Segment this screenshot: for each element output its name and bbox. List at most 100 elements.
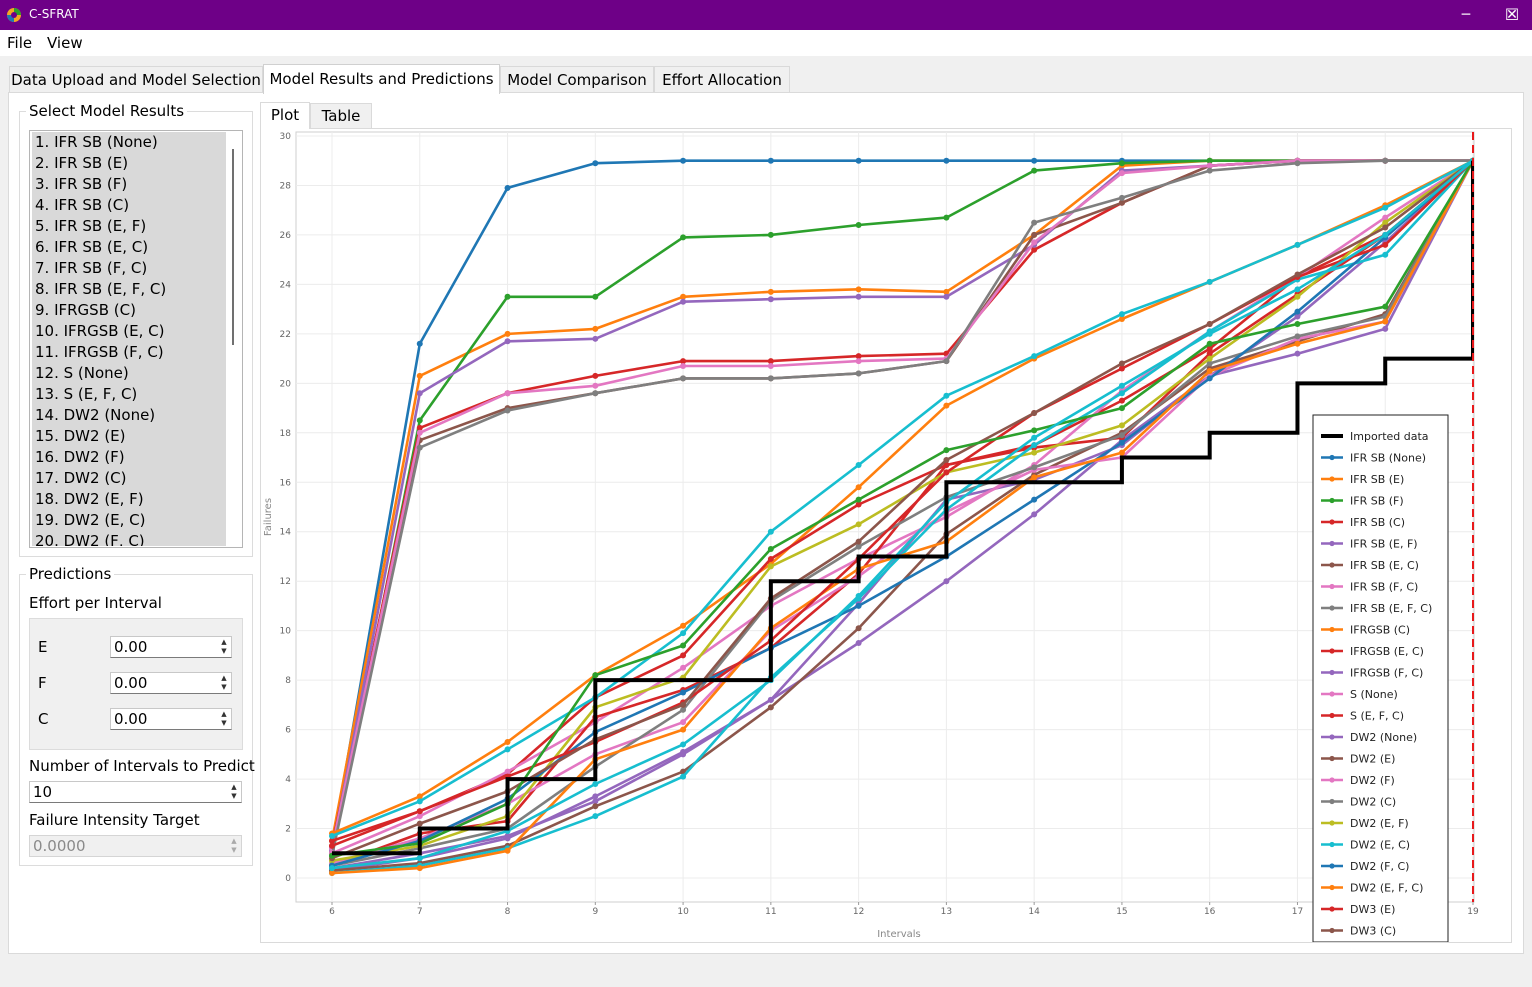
data-point — [592, 335, 599, 342]
y-tick-label: 6 — [285, 726, 291, 736]
effort-e-spinbox[interactable]: 0.00 ▲ ▼ — [110, 636, 232, 658]
x-tick-label: 6 — [329, 907, 335, 917]
data-point — [855, 157, 862, 164]
series-line — [331, 159, 1474, 838]
list-item[interactable]: 5. IFR SB (E, F) — [35, 217, 147, 235]
data-point — [855, 640, 862, 647]
list-item[interactable]: 12. S (None) — [35, 364, 129, 382]
tab-model-comparison[interactable]: Model Comparison — [500, 66, 654, 92]
list-item[interactable]: 16. DW2 (F) — [35, 448, 125, 466]
list-scrollbar[interactable] — [229, 133, 241, 545]
list-item[interactable]: 2. IFR SB (E) — [35, 154, 129, 172]
list-item[interactable]: 14. DW2 (None) — [35, 406, 156, 424]
tab-effort-allocation[interactable]: Effort Allocation — [654, 66, 790, 92]
data-point — [855, 538, 862, 545]
intervals-to-predict-value: 10 — [33, 783, 53, 801]
data-point — [592, 803, 599, 810]
menu-file[interactable]: File — [7, 34, 33, 52]
list-item[interactable]: 7. IFR SB (F, C) — [35, 259, 148, 277]
legend-entry: DW2 (E, F, C) — [1350, 882, 1423, 895]
y-tick-label: 26 — [280, 231, 292, 241]
data-point — [855, 602, 862, 609]
data-point — [680, 726, 687, 733]
data-point — [767, 704, 774, 711]
data-point — [767, 555, 774, 562]
data-point — [1118, 390, 1125, 397]
data-point — [680, 293, 687, 300]
close-button[interactable]: ✕ — [1506, 7, 1518, 23]
legend-marker — [1329, 669, 1335, 676]
model-results-list[interactable]: 1. IFR SB (None) 2. IFR SB (E) 3. IFR SB (… — [29, 130, 243, 548]
legend-entry: Imported data — [1350, 430, 1429, 443]
data-point — [504, 746, 511, 753]
data-point — [680, 689, 687, 696]
minimize-button[interactable]: ─ — [1461, 7, 1471, 23]
data-point — [855, 543, 862, 550]
legend-marker — [1329, 454, 1335, 461]
spin-arrows-icon[interactable]: ▲ ▼ — [231, 783, 237, 800]
data-point — [855, 286, 862, 293]
legend-entry: IFRGSB (E, C) — [1350, 645, 1424, 658]
spin-arrows-icon[interactable]: ▲ ▼ — [221, 638, 227, 655]
list-item[interactable]: 11. IFRGSB (F, C) — [35, 343, 164, 361]
data-point — [1118, 360, 1125, 367]
data-point — [1118, 397, 1125, 404]
list-item[interactable]: 19. DW2 (E, C) — [35, 511, 146, 529]
legend-marker — [1329, 755, 1335, 762]
legend-box — [1312, 414, 1449, 943]
data-point — [1118, 199, 1125, 206]
tab-plot[interactable]: Plot — [260, 102, 310, 129]
spin-arrows-icon[interactable]: ▲ ▼ — [221, 674, 227, 691]
list-item[interactable]: 10. IFRGSB (E, C) — [35, 322, 165, 340]
data-point — [1031, 239, 1038, 246]
x-axis-label: Intervals — [877, 929, 921, 940]
data-point — [855, 293, 862, 300]
legend-entry: DW2 (E) — [1350, 753, 1395, 766]
legend-entry: IFR SB (E) — [1350, 473, 1404, 486]
data-point — [1382, 231, 1389, 238]
legend-marker — [1329, 863, 1335, 869]
list-item[interactable]: 3. IFR SB (F) — [35, 175, 128, 193]
data-point — [855, 625, 862, 632]
effort-c-spinbox[interactable]: 0.00 ▲ ▼ — [110, 708, 232, 730]
list-scrollbar-thumb[interactable] — [232, 149, 234, 345]
spin-arrows-icon[interactable]: ▲ ▼ — [221, 710, 227, 727]
series-line — [331, 159, 1474, 870]
tab-data-upload[interactable]: Data Upload and Model Selection — [9, 66, 263, 92]
intervals-to-predict-spinbox[interactable]: 10 ▲ ▼ — [29, 781, 242, 803]
y-tick-label: 20 — [280, 379, 292, 389]
list-item[interactable]: 9. IFRGSB (C) — [35, 301, 136, 319]
predictions-group — [19, 574, 253, 866]
menu-bar: File View — [0, 30, 1532, 56]
data-point — [1294, 160, 1301, 167]
data-point — [680, 652, 687, 659]
data-point — [416, 340, 423, 347]
list-item[interactable]: 8. IFR SB (E, F, C) — [35, 280, 167, 298]
data-point — [767, 546, 774, 553]
tab-table[interactable]: Table — [310, 103, 372, 128]
data-point — [504, 768, 511, 775]
data-point — [416, 808, 423, 815]
data-point — [767, 231, 774, 238]
data-point — [767, 696, 774, 703]
menu-view[interactable]: View — [47, 34, 83, 52]
legend-entry: IFR SB (None) — [1350, 452, 1426, 465]
list-item[interactable]: 4. IFR SB (C) — [35, 196, 130, 214]
list-item[interactable]: 1. IFR SB (None) — [35, 133, 158, 151]
data-point — [1382, 325, 1389, 332]
list-item[interactable]: 15. DW2 (E) — [35, 427, 126, 445]
list-item[interactable]: 20. DW2 (F, C) — [35, 532, 145, 546]
data-point — [855, 593, 862, 600]
list-item[interactable]: 18. DW2 (E, F) — [35, 490, 144, 508]
list-item[interactable]: 13. S (E, F, C) — [35, 385, 138, 403]
data-point — [767, 358, 774, 365]
failures-chart[interactable]: 6789101112131415161718190246810121416182… — [261, 129, 1511, 943]
data-point — [1294, 271, 1301, 278]
data-point — [592, 781, 599, 788]
effort-f-spinbox[interactable]: 0.00 ▲ ▼ — [110, 672, 232, 694]
list-item[interactable]: 17. DW2 (C) — [35, 469, 127, 487]
tab-model-results[interactable]: Model Results and Predictions — [263, 64, 500, 94]
maximize-button[interactable]: ☐ — [1504, 5, 1520, 24]
data-point — [943, 578, 950, 585]
list-item[interactable]: 6. IFR SB (E, C) — [35, 238, 149, 256]
